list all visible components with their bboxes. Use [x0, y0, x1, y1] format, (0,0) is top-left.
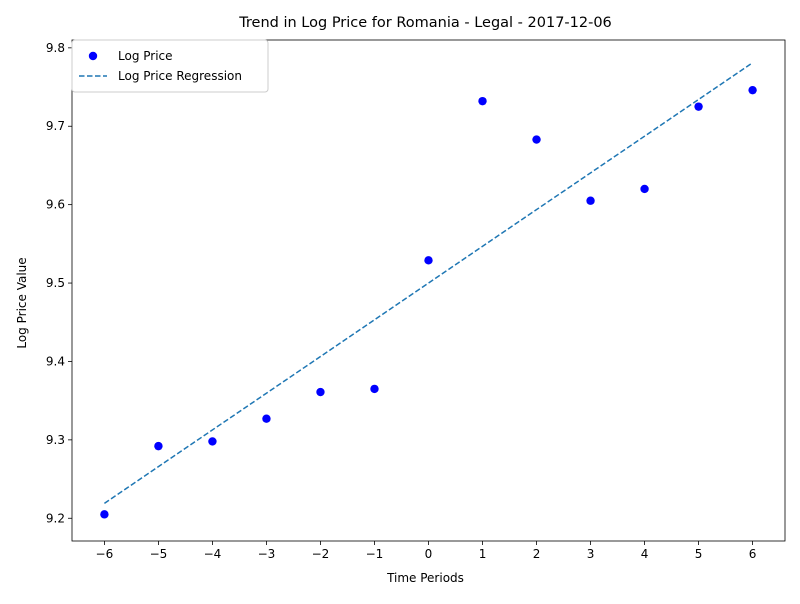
y-tick-label: 9.3: [46, 433, 65, 447]
x-tick-label: −1: [366, 547, 384, 561]
x-tick-label: −5: [150, 547, 168, 561]
data-point: [424, 256, 433, 265]
x-tick-label: −6: [96, 547, 114, 561]
x-tick-label: 5: [695, 547, 703, 561]
plot-area: −6 −5 −4 −3 −2 −1 0 1 2 3 4 5 6 9.2 9.3 9.4 9.5 9.6 9.7 9.8: [46, 39, 786, 561]
x-tick-label: −4: [204, 547, 222, 561]
x-tick-label: −3: [258, 547, 276, 561]
y-tick-label: 9.5: [46, 276, 65, 290]
data-point: [370, 384, 379, 394]
legend-label-regression: Log Price Regression: [118, 69, 242, 83]
data-point: [262, 414, 271, 423]
y-tick-label: 9.8: [46, 41, 65, 55]
data-point: [100, 510, 109, 519]
regression-line: [103, 62, 754, 504]
data-point: [478, 96, 487, 106]
x-tick-label: 3: [587, 547, 595, 561]
x-tick-label: 0: [425, 547, 433, 561]
y-tick-label: 9.2: [46, 511, 65, 525]
x-tick-label: 1: [479, 547, 487, 561]
data-point: [532, 135, 541, 144]
y-axis-label: Log Price Value: [15, 257, 29, 348]
data-point: [640, 184, 649, 194]
y-tick-label: 9.4: [46, 354, 65, 368]
chart-title: Trend in Log Price for Romania - Legal -…: [238, 15, 612, 31]
legend-marker-log-price: [88, 51, 98, 61]
x-tick-label: 2: [533, 547, 541, 561]
legend-label-log-price: Log Price: [118, 49, 173, 63]
data-point: [586, 196, 595, 205]
x-tick-label: 6: [749, 547, 757, 561]
axes-frame: [71, 39, 786, 542]
data-point: [694, 102, 703, 111]
y-tick-label: 9.6: [46, 198, 65, 212]
x-tick-label: 4: [641, 547, 649, 561]
data-point: [208, 437, 217, 446]
y-tick-label: 9.7: [46, 119, 65, 133]
data-point: [154, 441, 163, 451]
x-tick-label: −2: [312, 547, 330, 561]
legend-frame: [71, 39, 269, 93]
data-point: [316, 387, 325, 397]
data-point: [748, 85, 757, 95]
legend: Log Price Log Price Regression: [71, 39, 269, 93]
x-axis-label: Time Periods: [386, 571, 464, 585]
